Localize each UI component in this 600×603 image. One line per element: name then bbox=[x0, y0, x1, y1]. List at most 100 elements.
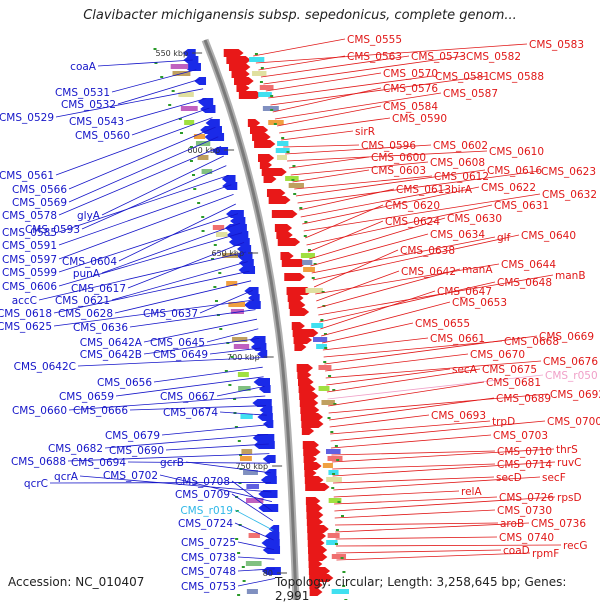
reverse-gene-arrow bbox=[236, 252, 253, 260]
left-leader-line bbox=[58, 194, 234, 260]
cog-block bbox=[240, 414, 253, 419]
right-gene-label: CMS_0584 bbox=[383, 101, 438, 113]
right-leader-line bbox=[334, 496, 498, 505]
forward-gene-arrow bbox=[274, 224, 293, 232]
reverse-gene-arrow bbox=[225, 224, 247, 232]
left-leader-line bbox=[216, 386, 265, 397]
right-leader-line bbox=[325, 353, 469, 372]
right-leader-line bbox=[313, 249, 399, 288]
left-gene-label: CMS_0578 bbox=[2, 210, 57, 222]
minor-tick bbox=[311, 277, 315, 279]
minor-tick bbox=[168, 104, 172, 106]
forward-gene-arrow bbox=[297, 378, 314, 386]
right-gene-label: CMS_0563 bbox=[347, 51, 402, 63]
right-leader-line bbox=[326, 368, 451, 386]
cog-block bbox=[246, 498, 264, 503]
left-gene-label: CMS_0649 bbox=[153, 349, 208, 361]
right-gene-label: CMS_0730 bbox=[497, 505, 552, 517]
left-gene-label: CMS_0674 bbox=[163, 407, 218, 419]
right-leader-line bbox=[320, 290, 436, 330]
right-leader-line bbox=[319, 281, 496, 323]
reverse-gene-arrow bbox=[200, 126, 222, 134]
right-leader-line bbox=[334, 496, 556, 512]
left-gene-label: qcrA bbox=[54, 471, 79, 483]
minor-tick bbox=[332, 473, 336, 475]
forward-gene-arrow bbox=[309, 588, 323, 596]
left-leader-line bbox=[101, 155, 224, 216]
forward-gene-arrow bbox=[296, 364, 314, 372]
left-gene-label: CMS_0566 bbox=[12, 184, 67, 196]
forward-gene-arrow bbox=[236, 84, 250, 92]
left-leader-line bbox=[131, 107, 210, 136]
cog-block bbox=[331, 589, 349, 594]
right-leader-line bbox=[321, 322, 414, 344]
right-leader-line bbox=[299, 188, 395, 211]
right-gene-label: CMS_0681 bbox=[486, 377, 541, 389]
forward-gene-arrow bbox=[280, 252, 294, 260]
left-leader-line bbox=[237, 568, 275, 572]
cog-block bbox=[318, 365, 332, 370]
left-gene-label: CMS_0637 bbox=[143, 308, 198, 320]
forward-gene-arrow bbox=[299, 392, 319, 400]
forward-gene-arrow bbox=[303, 448, 321, 456]
right-gene-label: CMS_0648 bbox=[497, 277, 552, 289]
reverse-gene-arrow bbox=[226, 231, 249, 239]
left-leader-line bbox=[55, 88, 204, 118]
right-gene-label: CMS_0644 bbox=[501, 259, 556, 271]
right-gene-label: CMS_0590 bbox=[392, 113, 447, 125]
right-leader-line bbox=[253, 38, 346, 57]
right-gene-label: CMS_0602 bbox=[433, 140, 488, 152]
right-leader-line bbox=[336, 549, 502, 554]
cog-block bbox=[184, 120, 195, 125]
cog-block bbox=[233, 344, 250, 349]
forward-gene-arrow bbox=[263, 175, 277, 183]
feature-track bbox=[170, 49, 349, 596]
right-gene-label: sirR bbox=[355, 126, 375, 138]
left-gene-label: CMS_0618 bbox=[0, 308, 52, 320]
right-gene-label: CMS_0642 bbox=[401, 266, 456, 278]
reverse-gene-arrow bbox=[228, 238, 250, 246]
reverse-gene-arrow bbox=[248, 294, 260, 302]
minor-tick bbox=[340, 557, 344, 559]
right-leader-line bbox=[288, 156, 370, 169]
cog-block bbox=[316, 344, 327, 349]
minor-tick bbox=[323, 333, 327, 335]
left-gene-label: CMS_0529 bbox=[0, 112, 54, 124]
right-gene-label: recG bbox=[563, 540, 587, 552]
right-leader-line bbox=[335, 522, 499, 526]
left-leader-line bbox=[231, 480, 273, 512]
cog-block bbox=[248, 533, 260, 538]
forward-gene-arrow bbox=[226, 56, 251, 64]
right-leader-line bbox=[336, 552, 531, 561]
forward-gene-arrow bbox=[254, 140, 276, 148]
cog-block bbox=[259, 85, 274, 90]
minor-tick bbox=[327, 417, 331, 419]
right-leader-line bbox=[330, 434, 492, 449]
minor-tick bbox=[342, 571, 346, 573]
forward-gene-arrow bbox=[304, 476, 324, 484]
cog-block bbox=[238, 386, 251, 391]
right-gene-label: CMS_0587 bbox=[443, 88, 498, 100]
right-leader-line bbox=[331, 450, 496, 456]
right-leader-line bbox=[311, 236, 496, 274]
left-gene-label: CMS_0659 bbox=[59, 391, 114, 403]
right-leader-line bbox=[327, 374, 544, 400]
right-gene-label: CMS_0736 bbox=[531, 518, 586, 530]
right-gene-label: CMS_0581 bbox=[435, 71, 490, 83]
left-leader-line bbox=[237, 541, 275, 550]
minor-tick bbox=[293, 193, 297, 195]
cog-block bbox=[239, 456, 252, 461]
left-gene-label: CMS_0604 bbox=[62, 256, 117, 268]
right-leader-line bbox=[330, 420, 491, 435]
right-gene-label: relA bbox=[461, 486, 482, 498]
cog-block bbox=[243, 470, 258, 475]
right-leader-line bbox=[272, 87, 382, 113]
left-leader-line bbox=[209, 347, 261, 355]
left-gene-label: CMS_0660 bbox=[12, 405, 67, 417]
right-gene-label: CMS_0726 bbox=[499, 492, 554, 504]
left-leader-line bbox=[127, 461, 270, 464]
forward-gene-arrow bbox=[307, 525, 329, 533]
right-gene-label: CMS_0692 bbox=[550, 389, 600, 401]
forward-gene-arrow bbox=[305, 497, 321, 505]
